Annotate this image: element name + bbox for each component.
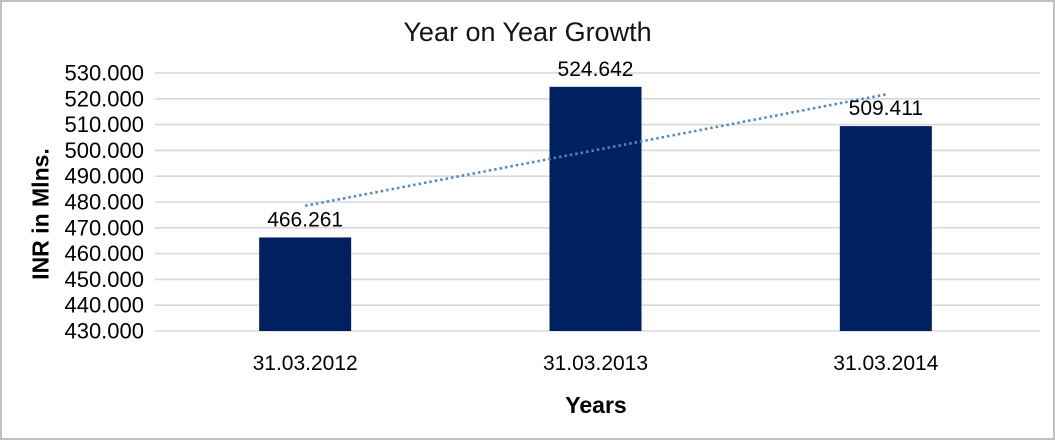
y-tick-label: 500.000 xyxy=(64,138,144,163)
bar xyxy=(549,86,642,331)
y-tick-label: 450.000 xyxy=(64,267,144,292)
y-tick-label: 510.000 xyxy=(64,112,144,137)
y-tick-label: 440.000 xyxy=(64,293,144,318)
x-tick-label: 31.03.2014 xyxy=(833,352,938,375)
bar-value-label: 509.411 xyxy=(849,97,923,120)
x-axis-title: Years xyxy=(565,392,627,418)
bar xyxy=(839,126,932,331)
bar xyxy=(259,237,352,331)
y-tick-label: 480.000 xyxy=(64,190,144,215)
y-tick-label: 430.000 xyxy=(64,319,144,344)
y-tick-label: 530.000 xyxy=(64,61,144,86)
y-tick-label: 520.000 xyxy=(64,86,144,111)
x-tick-label: 31.03.2013 xyxy=(543,352,648,375)
bar-value-label: 466.261 xyxy=(267,208,343,231)
chart-title: Year on Year Growth xyxy=(403,17,652,47)
y-tick-label: 490.000 xyxy=(64,164,144,189)
bar-value-label: 524.642 xyxy=(558,58,634,81)
y-tick-label: 460.000 xyxy=(64,241,144,266)
x-tick-label: 31.03.2012 xyxy=(253,352,358,375)
y-tick-label: 470.000 xyxy=(64,215,144,240)
